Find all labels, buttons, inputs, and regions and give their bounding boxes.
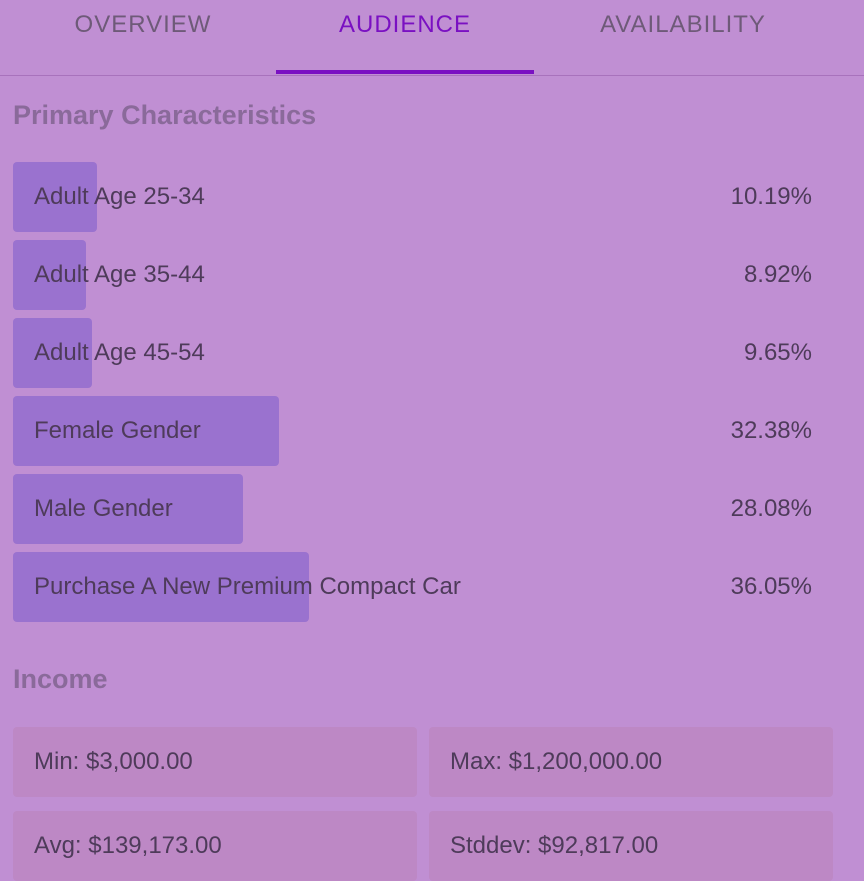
characteristic-label: Adult Age 25-34: [34, 183, 205, 210]
characteristic-label: Adult Age 35-44: [34, 261, 205, 288]
characteristic-value: 8.92%: [743, 261, 812, 288]
characteristic-row: Adult Age 35-44 8.92%: [13, 240, 833, 310]
characteristic-value: 36.05%: [730, 573, 812, 600]
income-max-card: Max: $1,200,000.00: [429, 727, 833, 797]
income-min-card: Min: $3,000.00: [13, 727, 417, 797]
characteristic-bar: [13, 552, 309, 622]
active-tab-indicator: [276, 70, 534, 74]
income-avg: Avg: $139,173.00: [34, 832, 222, 859]
characteristic-row: Female Gender 32.38%: [13, 396, 833, 466]
characteristic-bar: [13, 318, 92, 388]
income-max: Max: $1,200,000.00: [450, 748, 663, 775]
characteristic-value: 32.38%: [730, 417, 812, 444]
tab-bar: OVERVIEW AUDIENCE AVAILABILITY: [0, 0, 864, 76]
characteristic-value: 9.65%: [743, 339, 812, 366]
characteristic-value: 10.19%: [730, 183, 812, 210]
characteristic-row: Adult Age 25-34 10.19%: [13, 162, 833, 232]
characteristic-label: Adult Age 45-54: [34, 339, 205, 366]
characteristic-value: 28.08%: [730, 495, 812, 522]
characteristic-label: Male Gender: [34, 495, 173, 522]
characteristic-row: Male Gender 28.08%: [13, 474, 833, 544]
income-avg-card: Avg: $139,173.00: [13, 811, 417, 881]
characteristic-label: Female Gender: [34, 417, 201, 444]
income-stddev-card: Stddev: $92,817.00: [429, 811, 833, 881]
income-stddev: Stddev: $92,817.00: [450, 832, 659, 859]
tab-overview[interactable]: OVERVIEW: [74, 11, 212, 38]
tab-audience[interactable]: AUDIENCE: [338, 11, 472, 38]
characteristic-row: Purchase A New Premium Compact Car 36.05…: [13, 552, 833, 622]
primary-characteristics-title: Primary Characteristics: [13, 100, 317, 130]
characteristic-bar: [13, 162, 97, 232]
income-title: Income: [13, 664, 108, 694]
income-min: Min: $3,000.00: [34, 748, 193, 775]
characteristic-bar: [13, 474, 243, 544]
tab-availability[interactable]: AVAILABILITY: [600, 11, 766, 38]
characteristic-label: Purchase A New Premium Compact Car: [34, 573, 461, 600]
characteristic-bar: [13, 396, 279, 466]
characteristic-row: Adult Age 45-54 9.65%: [13, 318, 833, 388]
characteristic-bar: [13, 240, 86, 310]
